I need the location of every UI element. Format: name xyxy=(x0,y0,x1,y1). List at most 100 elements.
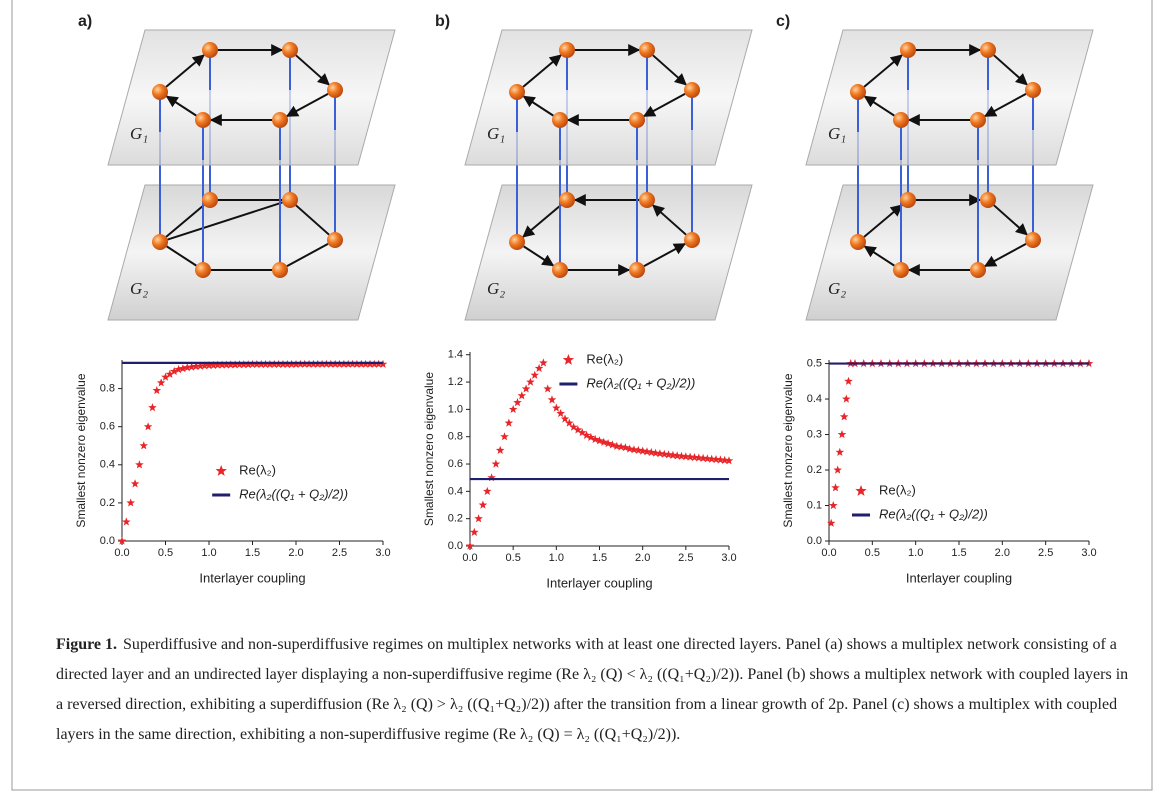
star-point xyxy=(839,412,849,421)
node xyxy=(639,42,655,58)
edge xyxy=(522,95,554,117)
edge xyxy=(165,95,197,117)
edge xyxy=(167,201,283,241)
star-point xyxy=(117,536,127,545)
edge xyxy=(863,54,903,88)
star-point xyxy=(478,500,488,509)
x-tick-label: 1.5 xyxy=(951,547,966,559)
y-tick-label: 0.4 xyxy=(100,459,115,471)
layer-plane xyxy=(107,184,396,321)
layer-label: G₁ xyxy=(487,124,505,143)
y-tick-label: 0.0 xyxy=(807,535,822,547)
star-point xyxy=(148,403,157,412)
star-point xyxy=(590,434,600,444)
legend-marker xyxy=(855,485,867,496)
edge xyxy=(983,92,1027,118)
layer-plane xyxy=(107,29,396,166)
y-tick-label: 1.2 xyxy=(448,376,463,388)
node xyxy=(509,84,525,100)
panel-label: b) xyxy=(435,13,450,30)
edge xyxy=(522,204,562,238)
edge xyxy=(993,54,1028,86)
star-point xyxy=(560,414,570,423)
x-tick-label: 0.0 xyxy=(821,547,836,559)
star-point xyxy=(483,486,492,495)
node xyxy=(639,192,655,208)
x-tick-label: 1.0 xyxy=(201,547,216,559)
star-point xyxy=(209,360,218,369)
star-point xyxy=(677,451,686,460)
star-point xyxy=(685,452,695,461)
node xyxy=(509,234,525,250)
x-tick-label: 0.0 xyxy=(114,547,129,559)
star-point xyxy=(612,441,621,450)
star-point xyxy=(625,444,634,453)
node xyxy=(893,112,909,128)
star-point xyxy=(552,403,561,412)
x-axis-label: Interlayer coupling xyxy=(906,570,1012,585)
node xyxy=(282,42,298,58)
node xyxy=(684,232,700,248)
legend-label: Re(λ₂((Q₁ + Q₂)/2)) xyxy=(239,486,348,501)
star-point xyxy=(200,361,209,370)
star-point xyxy=(161,372,170,381)
x-tick-label: 1.5 xyxy=(245,547,260,559)
star-point xyxy=(629,445,639,454)
panel-label: c) xyxy=(776,13,790,30)
star-point xyxy=(487,473,496,482)
star-point xyxy=(716,455,725,464)
layer-label: G₂ xyxy=(130,279,148,298)
y-tick-label: 0.3 xyxy=(807,428,822,440)
star-point xyxy=(217,360,227,369)
edge xyxy=(166,245,197,267)
node xyxy=(980,42,996,58)
star-point xyxy=(634,445,643,454)
star-point xyxy=(638,446,647,455)
x-tick-label: 2.5 xyxy=(1038,547,1053,559)
y-tick-label: 1.0 xyxy=(448,403,463,415)
x-tick-label: 1.5 xyxy=(592,552,607,564)
caption: Figure 1. Superdiffusive and non-superdif… xyxy=(56,630,1136,750)
x-tick-label: 2.0 xyxy=(995,547,1010,559)
y-tick-label: 0.2 xyxy=(448,513,463,525)
caption-label: Figure 1. xyxy=(56,636,118,653)
x-tick-label: 3.0 xyxy=(721,552,736,564)
star-point xyxy=(465,541,475,550)
layer-label: G₂ xyxy=(487,279,505,298)
node xyxy=(282,192,298,208)
edge xyxy=(295,54,330,86)
star-point xyxy=(174,365,183,374)
star-point xyxy=(707,454,716,463)
node xyxy=(552,262,568,278)
star-point xyxy=(547,395,557,404)
star-point xyxy=(621,443,630,452)
x-tick-label: 0.5 xyxy=(506,552,521,564)
frame xyxy=(11,0,1153,791)
edge xyxy=(165,204,205,238)
star-point xyxy=(833,465,842,474)
star-point xyxy=(521,384,531,393)
y-tick-label: 0.8 xyxy=(448,431,463,443)
legend-marker xyxy=(562,354,575,365)
x-axis-label: Interlayer coupling xyxy=(546,575,652,590)
star-point xyxy=(508,404,518,413)
star-point xyxy=(152,386,162,395)
y-tick-label: 0.6 xyxy=(448,458,463,470)
star-point xyxy=(230,360,240,369)
star-point xyxy=(526,377,535,386)
star-point xyxy=(578,428,587,437)
edge xyxy=(165,54,205,88)
legend-label: Re(λ₂) xyxy=(239,462,276,477)
star-point xyxy=(608,440,617,449)
edge xyxy=(993,204,1028,236)
star-point xyxy=(183,363,192,372)
edge xyxy=(652,54,687,86)
star-point xyxy=(595,436,604,445)
star-point xyxy=(191,362,201,371)
node xyxy=(893,262,909,278)
star-point xyxy=(569,422,578,431)
star-point xyxy=(826,518,836,527)
x-tick-label: 2.0 xyxy=(635,552,650,564)
star-point xyxy=(543,384,552,393)
